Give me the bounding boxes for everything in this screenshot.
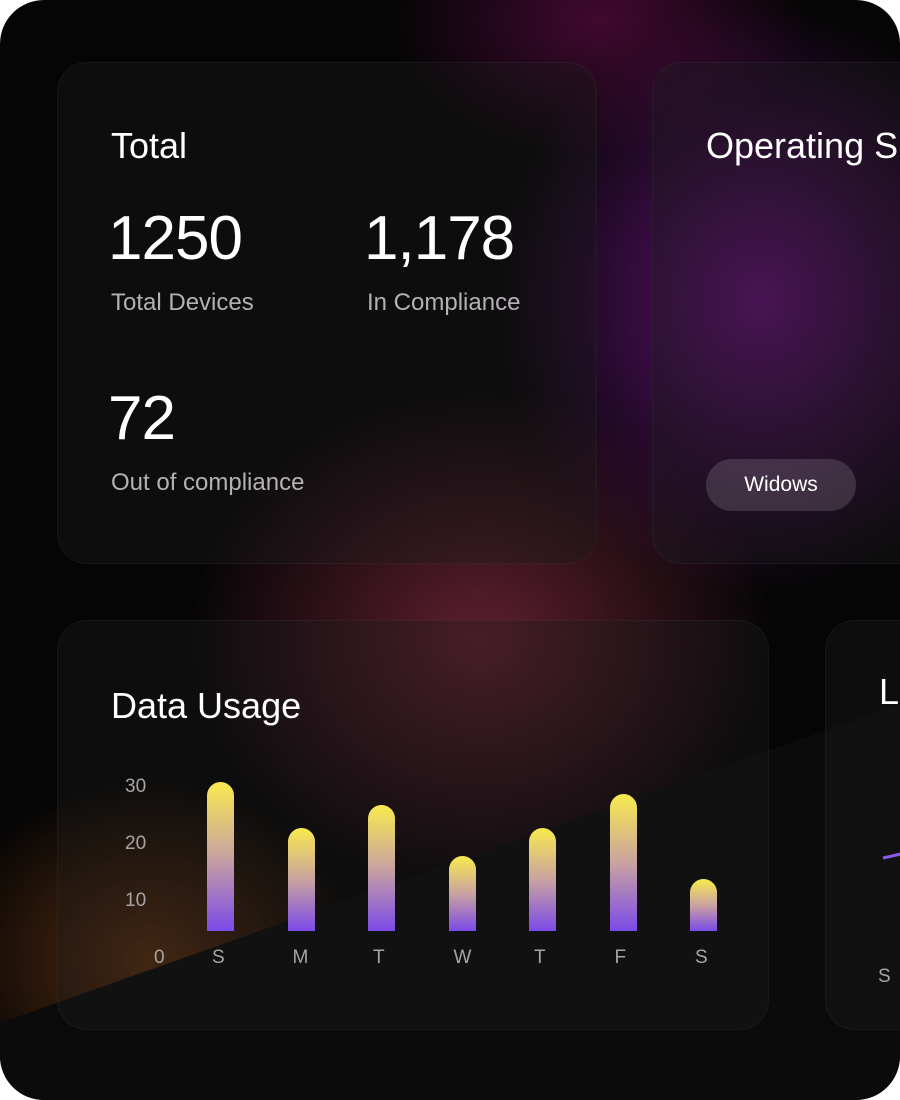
data-usage-chart: 0 10 20 30 S M T W T F S	[58, 621, 768, 1029]
out-of-compliance-label: Out of compliance	[111, 469, 305, 496]
x-tick: T	[373, 947, 385, 968]
total-title: Total	[111, 125, 188, 166]
bar	[529, 827, 556, 931]
bar	[207, 782, 234, 931]
x-tick: T	[534, 947, 546, 968]
data-usage-title: Data Usage	[111, 685, 302, 726]
x-tick: F	[614, 947, 627, 968]
right-card-title: L	[879, 671, 900, 712]
windows-pill[interactable]: Widows	[706, 459, 856, 511]
total-devices-value: 1250	[108, 204, 243, 273]
operating-system-card: Operating S Widows	[652, 62, 900, 564]
x-tick: M	[292, 947, 309, 968]
total-devices-label: Total Devices	[111, 289, 254, 316]
y-tick: 0	[154, 947, 165, 968]
total-card: Total 1250 Total Devices 1,178 In Compli…	[57, 62, 597, 564]
right-chart-card: L S	[825, 620, 900, 1030]
bar	[368, 805, 395, 931]
bar	[609, 793, 637, 931]
bar	[287, 827, 315, 931]
bar	[448, 856, 476, 931]
line-series	[882, 852, 900, 860]
in-compliance-value: 1,178	[364, 204, 515, 273]
x-tick: S	[212, 947, 225, 968]
out-of-compliance-value: 72	[108, 384, 176, 453]
x-tick: S	[878, 966, 891, 987]
os-title: Operating S	[706, 125, 899, 166]
in-compliance-label: In Compliance	[367, 289, 521, 316]
bar	[690, 879, 717, 931]
x-tick: W	[453, 947, 472, 968]
x-tick: S	[695, 947, 708, 968]
y-tick: 10	[125, 890, 147, 911]
y-tick: 20	[125, 833, 147, 854]
data-usage-card: Data Usage 0 10 20 30 S M T W T F S	[57, 620, 769, 1030]
y-tick: 30	[125, 776, 147, 797]
